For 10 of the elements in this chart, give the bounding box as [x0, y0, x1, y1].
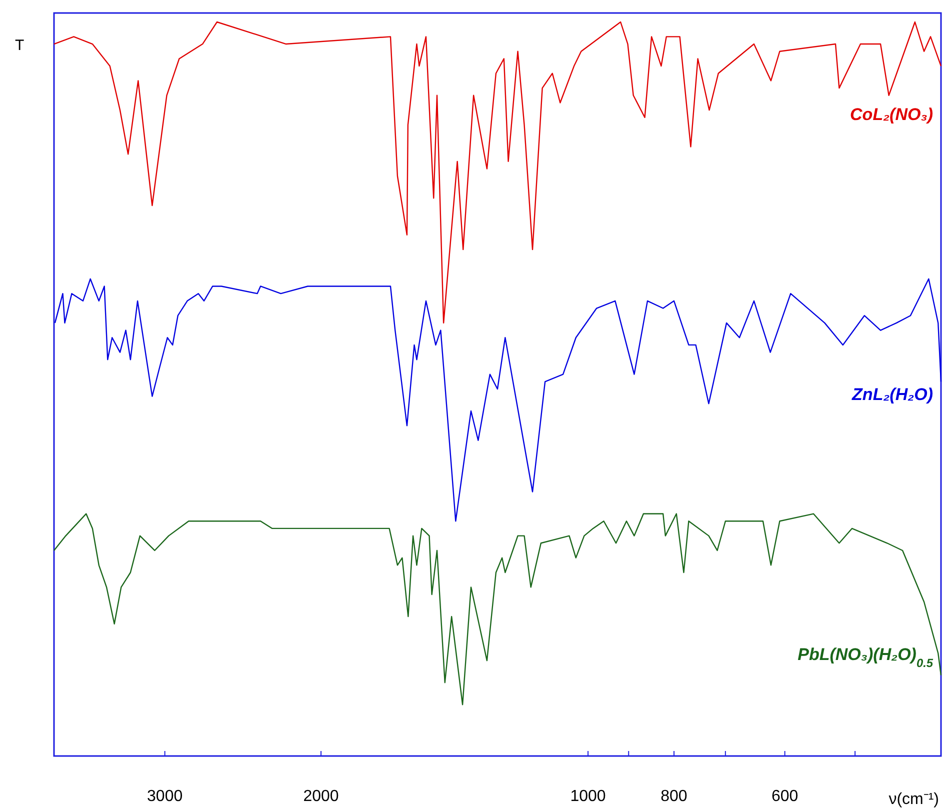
- x-tick-label: 600: [771, 788, 798, 805]
- series-label: PbL(NO₃)(H₂O)$_{0.5}$: [798, 645, 934, 670]
- x-tick-label: 2000: [303, 788, 339, 805]
- x-tick-label: 1000: [570, 788, 606, 805]
- x-tick-label: 800: [660, 788, 688, 805]
- y-axis-title: T: [15, 37, 24, 54]
- x-axis-title: ν(cm⁻¹): [888, 791, 939, 808]
- series-label: CoL₂(NO₃): [850, 105, 934, 124]
- series-label: ZnL₂(H₂O): [851, 385, 934, 404]
- x-tick-label: 3000: [147, 788, 183, 805]
